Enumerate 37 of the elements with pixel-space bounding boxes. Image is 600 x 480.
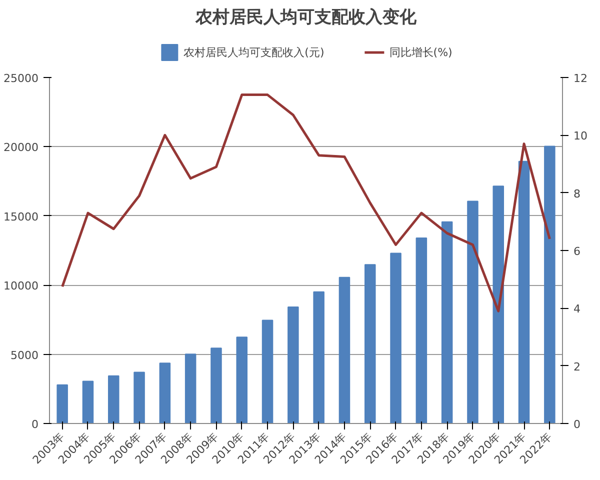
y-tick-label: 5000	[10, 348, 39, 362]
bar	[108, 375, 120, 424]
bar	[390, 252, 402, 424]
bar	[134, 372, 145, 424]
bar	[236, 336, 248, 424]
y2-tick-label: 6	[574, 245, 580, 258]
line-series	[61, 94, 551, 312]
bar	[492, 186, 504, 424]
y-tick-label: 0	[32, 418, 38, 431]
y-tick-label: 15000	[4, 210, 39, 224]
bar	[338, 276, 350, 424]
y-tick-label: 20000	[4, 141, 39, 154]
y2-tick-label: 8	[574, 187, 580, 200]
y2-tick-label: 2	[574, 360, 580, 374]
bar	[184, 354, 196, 424]
bar	[467, 200, 478, 424]
y2-tick-label: 0	[574, 418, 580, 431]
y2-tick-label: 10	[574, 130, 588, 143]
bar	[364, 264, 376, 424]
y2-tick-label: 4	[574, 302, 580, 316]
bar	[518, 160, 530, 424]
bar	[441, 221, 453, 424]
bar	[56, 384, 68, 424]
bar	[416, 238, 428, 424]
bar	[288, 306, 299, 424]
y2-tick-label: 12	[574, 72, 588, 85]
bar	[82, 380, 94, 424]
legend-label: 农村居民人均可支配收入(元)	[184, 44, 324, 60]
chart-title: 农村居民人均可支配收入变化	[194, 8, 418, 28]
y-tick-label: 25000	[4, 72, 39, 85]
y-tick-label: 10000	[4, 280, 39, 293]
legend-label: 同比增长(%)	[389, 44, 452, 60]
bar	[313, 291, 324, 424]
bar	[262, 320, 274, 424]
bar	[159, 362, 171, 424]
bar	[544, 146, 556, 424]
bar	[210, 348, 222, 424]
